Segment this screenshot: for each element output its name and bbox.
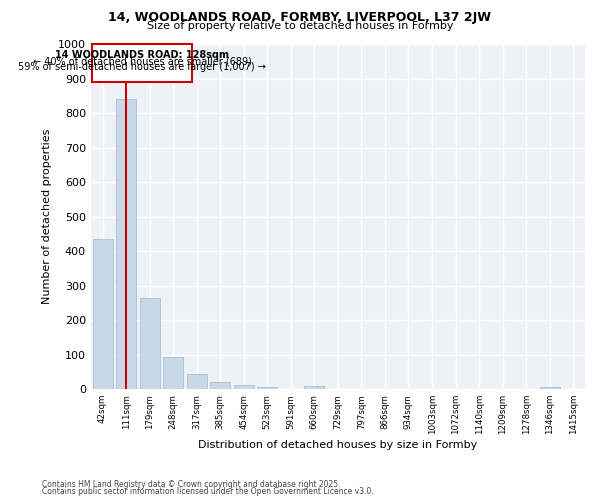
Text: 14, WOODLANDS ROAD, FORMBY, LIVERPOOL, L37 2JW: 14, WOODLANDS ROAD, FORMBY, LIVERPOOL, L… <box>109 11 491 24</box>
Bar <box>92 239 113 389</box>
Text: Size of property relative to detached houses in Formby: Size of property relative to detached ho… <box>147 21 453 31</box>
Bar <box>187 374 206 389</box>
Text: Contains public sector information licensed under the Open Government Licence v3: Contains public sector information licen… <box>42 487 374 496</box>
Bar <box>234 385 254 389</box>
Bar <box>539 387 560 389</box>
Bar <box>210 382 230 389</box>
Bar <box>163 357 183 389</box>
Text: ← 40% of detached houses are smaller (689): ← 40% of detached houses are smaller (68… <box>32 56 251 66</box>
Text: 59% of semi-detached houses are larger (1,007) →: 59% of semi-detached houses are larger (… <box>18 62 266 72</box>
Bar <box>116 99 136 389</box>
Bar <box>257 387 277 389</box>
Text: 14 WOODLANDS ROAD: 128sqm: 14 WOODLANDS ROAD: 128sqm <box>55 50 229 60</box>
Bar <box>92 44 192 82</box>
Bar <box>304 386 325 389</box>
Text: Contains HM Land Registry data © Crown copyright and database right 2025.: Contains HM Land Registry data © Crown c… <box>42 480 341 489</box>
Bar <box>140 298 160 389</box>
Y-axis label: Number of detached properties: Number of detached properties <box>43 129 52 304</box>
X-axis label: Distribution of detached houses by size in Formby: Distribution of detached houses by size … <box>198 440 478 450</box>
